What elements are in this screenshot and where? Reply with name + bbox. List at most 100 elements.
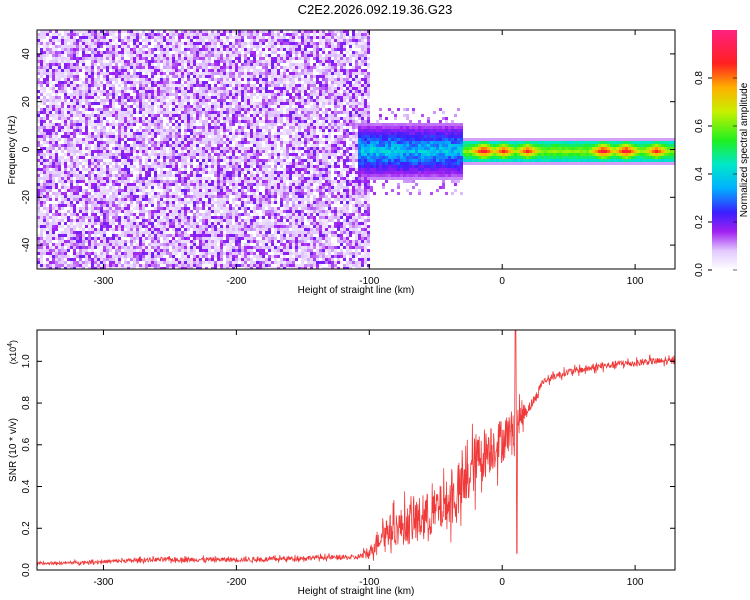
heatmap-cell	[58, 255, 61, 258]
heatmap-cell	[199, 198, 202, 201]
heatmap-cell	[70, 36, 73, 39]
heatmap-cell	[169, 72, 172, 75]
heatmap-cell	[115, 174, 118, 177]
heatmap-cell	[127, 132, 130, 135]
heatmap-cell	[223, 93, 226, 96]
heatmap-cell	[181, 150, 184, 153]
heatmap-cell	[226, 201, 229, 204]
heatmap-cell	[244, 174, 247, 177]
heatmap-cell	[187, 99, 190, 102]
heatmap-cell	[139, 105, 142, 108]
heatmap-cell	[229, 66, 232, 69]
heatmap-cell	[145, 105, 148, 108]
heatmap-cell	[70, 153, 73, 156]
heatmap-cell	[184, 183, 187, 186]
heatmap-cell	[187, 207, 190, 210]
heatmap-cell	[70, 183, 73, 186]
heatmap-cell	[124, 225, 127, 228]
heatmap-cell	[133, 117, 136, 120]
heatmap-cell	[211, 150, 214, 153]
heatmap-cell	[175, 33, 178, 36]
heatmap-cell	[85, 264, 88, 267]
heatmap-cell	[244, 60, 247, 63]
heatmap-cell	[178, 138, 181, 141]
heatmap-cell	[241, 252, 244, 255]
heatmap-cell	[88, 159, 91, 162]
heatmap-cell	[127, 75, 130, 78]
heatmap-cell	[172, 156, 175, 159]
heatmap-cell	[139, 33, 142, 36]
heatmap-cell	[196, 39, 199, 42]
heatmap-cell	[133, 180, 136, 183]
heatmap-cell	[127, 213, 130, 216]
heatmap-cell	[226, 102, 229, 105]
heatmap-cell	[244, 261, 247, 264]
heatmap-cell	[214, 78, 217, 81]
heatmap-cell	[55, 60, 58, 63]
heatmap-cell	[109, 72, 112, 75]
heatmap-cell	[55, 195, 58, 198]
heatmap-cell	[193, 183, 196, 186]
heatmap-cell	[202, 150, 205, 153]
heatmap-cell	[208, 129, 211, 132]
heatmap-cell	[136, 60, 139, 63]
heatmap-cell	[127, 69, 130, 72]
heatmap-cell	[253, 150, 256, 153]
heatmap-cell	[157, 81, 160, 84]
heatmap-cell	[175, 69, 178, 72]
heatmap-cell	[139, 210, 142, 213]
heatmap-cell	[223, 102, 226, 105]
heatmap-cell	[121, 222, 124, 225]
heatmap-cell	[64, 177, 67, 180]
heatmap-cell	[70, 48, 73, 51]
heatmap-cell	[163, 114, 166, 117]
heatmap-cell	[202, 177, 205, 180]
heatmap-cell	[157, 93, 160, 96]
heatmap-cell	[103, 126, 106, 129]
heatmap-cell	[133, 246, 136, 249]
heatmap-cell	[58, 222, 61, 225]
heatmap-cell	[121, 63, 124, 66]
heatmap-cell	[97, 45, 100, 48]
heatmap-cell	[136, 36, 139, 39]
heatmap-cell	[46, 129, 49, 132]
heatmap-cell	[250, 84, 253, 87]
heatmap-cell	[46, 48, 49, 51]
heatmap-cell	[244, 210, 247, 213]
heatmap-cell	[181, 201, 184, 204]
heatmap-cell	[91, 36, 94, 39]
heatmap-cell	[88, 75, 91, 78]
heatmap-cell	[229, 171, 232, 174]
heatmap-cell	[139, 159, 142, 162]
heatmap-cell	[211, 204, 214, 207]
heatmap-cell	[181, 66, 184, 69]
heatmap-cell	[85, 48, 88, 51]
heatmap-cell	[226, 48, 229, 51]
heatmap-cell	[247, 165, 250, 168]
heatmap-cell	[106, 132, 109, 135]
heatmap-cell	[109, 267, 112, 269]
heatmap-cell	[160, 267, 163, 269]
heatmap-cell	[46, 216, 49, 219]
heatmap-cell	[166, 243, 169, 246]
heatmap-cell	[166, 36, 169, 39]
heatmap-cell	[76, 231, 79, 234]
heatmap-cell	[193, 102, 196, 105]
heatmap-cell	[196, 54, 199, 57]
heatmap-cell	[46, 171, 49, 174]
heatmap-cell	[37, 252, 40, 255]
heatmap-cell	[220, 183, 223, 186]
heatmap-cell	[178, 231, 181, 234]
heatmap-cell	[130, 156, 133, 159]
heatmap-cell	[142, 255, 145, 258]
heatmap-cell	[244, 168, 247, 171]
heatmap-cell	[187, 162, 190, 165]
heatmap-cell	[241, 144, 244, 147]
heatmap-cell	[109, 51, 112, 54]
heatmap-cell	[163, 159, 166, 162]
heatmap-cell	[118, 69, 121, 72]
heatmap-cell	[124, 135, 127, 138]
heatmap-cell	[49, 162, 52, 165]
heatmap-cell	[184, 51, 187, 54]
heatmap-cell	[205, 150, 208, 153]
